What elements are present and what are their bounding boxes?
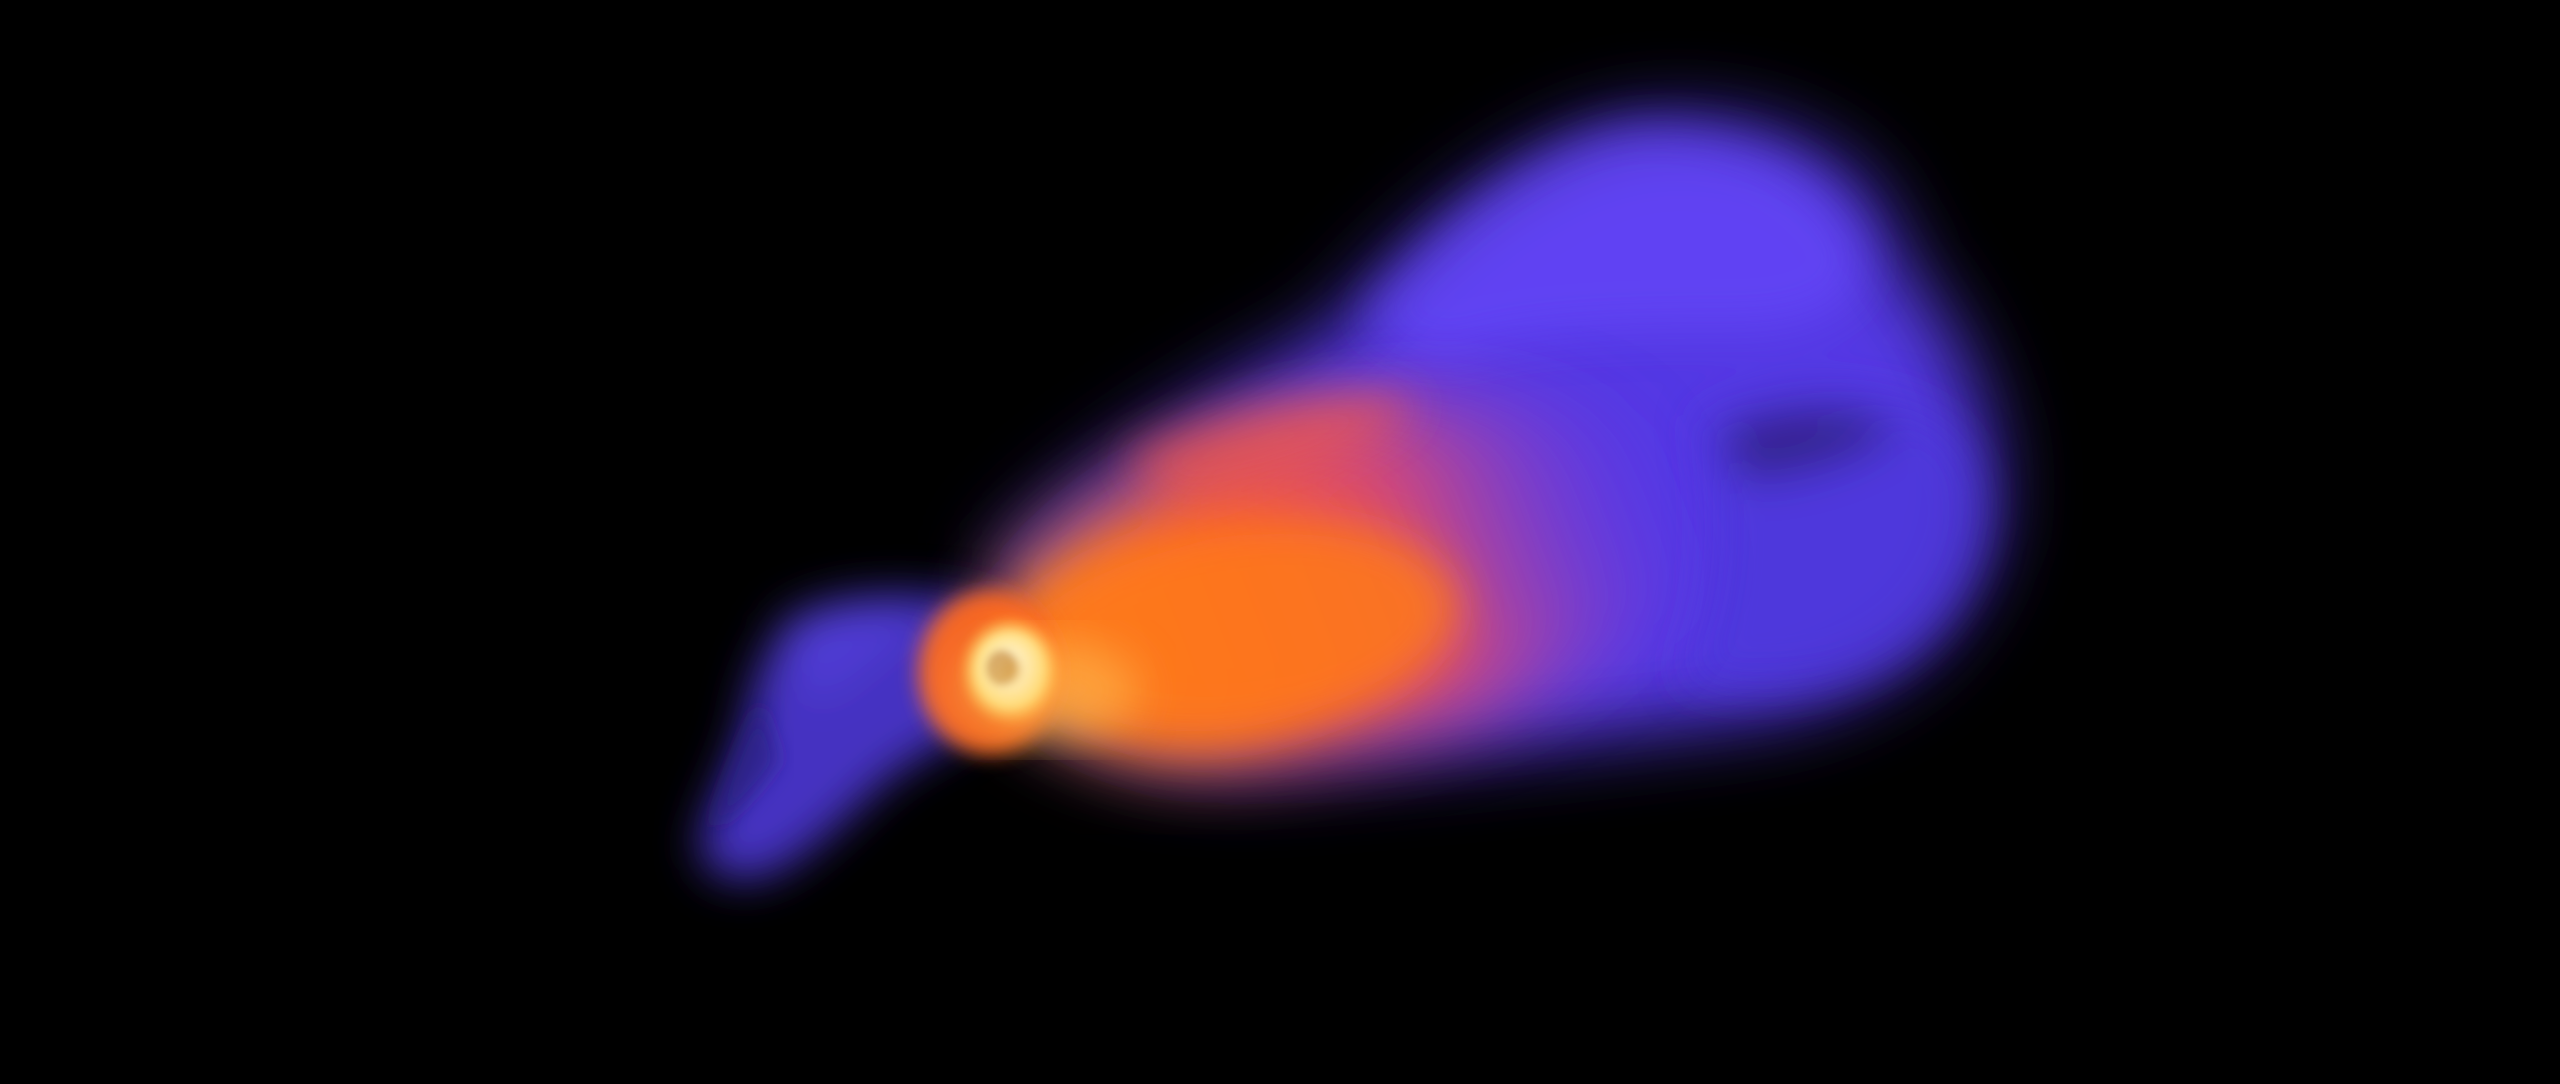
core-glow — [960, 640, 1140, 740]
outer-plume-detail — [1360, 128, 1981, 690]
back-jet-detail — [710, 700, 780, 830]
